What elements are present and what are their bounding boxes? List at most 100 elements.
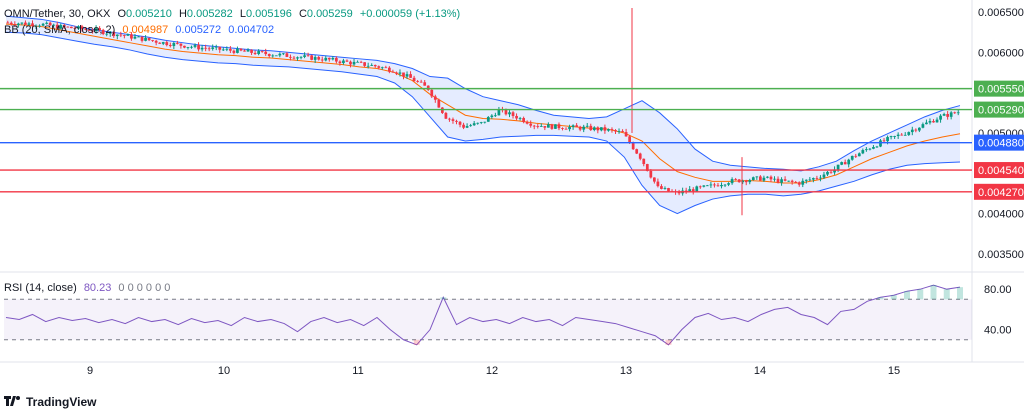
x-tick-label: 13 <box>620 365 632 377</box>
candle-body <box>709 184 713 186</box>
candle-body <box>628 136 631 143</box>
candle-body <box>73 28 77 29</box>
candle-body <box>271 55 275 57</box>
price-tag <box>974 162 1024 179</box>
rsi-overbought-fill <box>890 295 897 300</box>
high-value: 0.005282 <box>186 8 233 20</box>
candle-body <box>94 28 98 31</box>
candle-body <box>204 47 207 49</box>
tradingview-brand[interactable]: TradingView <box>4 395 96 409</box>
candle-body <box>585 125 589 127</box>
candle-body <box>398 72 402 74</box>
candle-body <box>734 179 737 180</box>
candle-body <box>568 127 571 130</box>
candle-body <box>607 129 610 131</box>
candle-body <box>787 180 790 182</box>
candle-body <box>720 185 723 187</box>
candle-body <box>713 184 716 186</box>
candle-body <box>843 162 847 165</box>
candle-body <box>596 127 600 131</box>
candle-body <box>108 31 112 34</box>
rsi-oversold-fill <box>413 339 420 345</box>
candle-body <box>278 53 282 56</box>
candle-body <box>377 66 381 68</box>
candle-body <box>27 23 31 25</box>
candle-body <box>857 153 861 157</box>
candle-body <box>776 178 780 183</box>
candle-body <box>773 178 776 180</box>
candle-body <box>833 169 836 173</box>
candle-body <box>197 45 200 50</box>
candle-body <box>317 57 321 60</box>
candle-body <box>550 124 554 129</box>
candle-body <box>914 129 918 131</box>
candle-body <box>168 45 172 47</box>
candle-body <box>20 22 24 24</box>
candle-body <box>511 112 515 116</box>
candle-body <box>41 23 45 26</box>
candle-body <box>310 55 313 60</box>
rsi-line <box>5 284 961 346</box>
candle-body <box>762 177 766 181</box>
candle-body <box>815 178 819 179</box>
candle-body <box>536 126 540 127</box>
candle-body <box>179 43 183 46</box>
candle-body <box>161 42 165 44</box>
candle-body <box>600 127 603 131</box>
candle-body <box>953 112 957 114</box>
candle-body <box>211 47 215 49</box>
candle-body <box>282 53 285 55</box>
candle-body <box>684 190 688 192</box>
candle-body <box>250 49 253 53</box>
candle-body <box>462 124 465 128</box>
x-tick-label: 15 <box>888 365 900 377</box>
candle-body <box>925 122 928 125</box>
candle-body <box>151 40 154 41</box>
candle-body <box>137 36 140 38</box>
candle-body <box>741 180 745 183</box>
candle-body <box>847 159 851 165</box>
candle-body <box>610 129 614 131</box>
candle-body <box>903 134 907 136</box>
open-value: 0.005210 <box>126 8 172 20</box>
candle-body <box>388 67 391 72</box>
candle-body <box>571 125 575 128</box>
candle-body <box>525 122 529 124</box>
candle-body <box>267 54 271 56</box>
candle-body <box>66 26 70 28</box>
candle-body <box>55 24 59 29</box>
candle-body <box>582 126 586 130</box>
change-value: +0.000059 (+1.13%) <box>359 8 461 20</box>
candle-body <box>893 135 896 137</box>
candle-body <box>144 37 147 41</box>
candle-body <box>896 134 900 136</box>
candle-body <box>363 62 366 66</box>
candle-body <box>554 124 557 129</box>
rsi-overbought-fill <box>957 287 963 300</box>
bb-upper-value: 0.005272 <box>175 24 222 36</box>
candle-body <box>62 25 66 27</box>
candle-body <box>748 180 752 183</box>
candle-body <box>589 125 593 131</box>
candle-body <box>660 186 663 189</box>
candle-body <box>865 149 868 151</box>
price-tag-label: 0.004880 <box>978 138 1024 150</box>
candle-body <box>755 176 759 178</box>
candle-body <box>723 184 727 186</box>
candle-body <box>405 74 409 77</box>
candle-body <box>804 179 808 181</box>
candle-body <box>313 57 317 60</box>
candle-body <box>154 40 158 43</box>
candle-body <box>77 26 80 29</box>
candle-body <box>543 126 547 128</box>
candle-body <box>557 124 561 129</box>
candle-body <box>119 34 123 36</box>
y-tick-label: 0.006000 <box>978 47 1024 59</box>
candle-body <box>575 125 578 127</box>
price-tag <box>974 80 1024 97</box>
candle-body <box>87 29 91 31</box>
candle-body <box>402 72 405 77</box>
candle-body <box>246 49 250 52</box>
candle-body <box>840 162 843 165</box>
